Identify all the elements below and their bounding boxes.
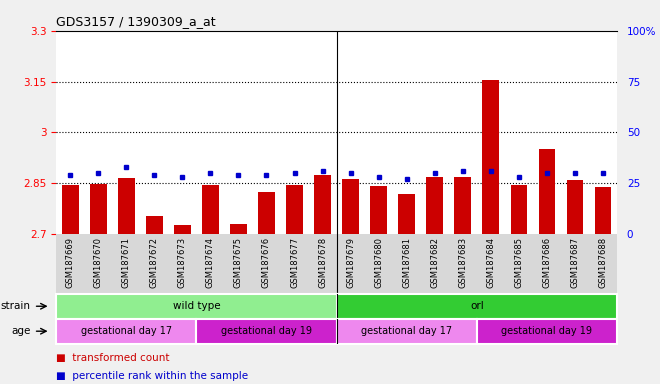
Bar <box>62 185 79 234</box>
Bar <box>370 186 387 234</box>
Bar <box>398 194 415 234</box>
Text: GSM187670: GSM187670 <box>94 237 103 288</box>
Bar <box>477 319 617 344</box>
Bar <box>174 225 191 234</box>
Text: strain: strain <box>1 301 31 311</box>
Text: GSM187678: GSM187678 <box>318 237 327 288</box>
Bar <box>510 185 527 234</box>
Text: GSM187676: GSM187676 <box>262 237 271 288</box>
Text: GSM187677: GSM187677 <box>290 237 299 288</box>
Text: GSM187681: GSM187681 <box>402 237 411 288</box>
Text: GSM187683: GSM187683 <box>458 237 467 288</box>
Bar <box>117 178 135 234</box>
Bar <box>90 184 106 234</box>
Text: gestational day 19: gestational day 19 <box>502 326 593 336</box>
Text: age: age <box>11 326 31 336</box>
Bar <box>286 185 303 234</box>
Text: GSM187669: GSM187669 <box>65 237 75 288</box>
Bar <box>230 224 247 234</box>
Bar <box>342 179 359 234</box>
Text: gestational day 19: gestational day 19 <box>221 326 312 336</box>
Bar <box>454 177 471 234</box>
Bar <box>56 319 197 344</box>
Text: GSM187687: GSM187687 <box>570 237 579 288</box>
Bar <box>202 185 218 234</box>
Text: GSM187679: GSM187679 <box>346 237 355 288</box>
Bar <box>197 319 337 344</box>
Text: wild type: wild type <box>172 301 220 311</box>
Bar <box>337 319 477 344</box>
Bar <box>146 215 163 234</box>
Text: gestational day 17: gestational day 17 <box>361 326 452 336</box>
Text: ■  transformed count: ■ transformed count <box>56 353 170 363</box>
Text: GSM187672: GSM187672 <box>150 237 159 288</box>
Text: GSM187675: GSM187675 <box>234 237 243 288</box>
Bar <box>258 192 275 234</box>
Text: GSM187682: GSM187682 <box>430 237 440 288</box>
Bar <box>595 187 611 234</box>
Bar <box>482 80 499 234</box>
Text: GSM187688: GSM187688 <box>599 237 608 288</box>
Text: GSM187686: GSM187686 <box>543 237 552 288</box>
Text: GSM187671: GSM187671 <box>121 237 131 288</box>
Text: GSM187674: GSM187674 <box>206 237 215 288</box>
Bar <box>539 149 556 234</box>
Bar <box>56 294 337 319</box>
Text: ■  percentile rank within the sample: ■ percentile rank within the sample <box>56 371 248 381</box>
Bar <box>426 177 443 234</box>
Text: GSM187685: GSM187685 <box>514 237 523 288</box>
Text: GDS3157 / 1390309_a_at: GDS3157 / 1390309_a_at <box>56 15 216 28</box>
Text: GSM187684: GSM187684 <box>486 237 496 288</box>
Bar <box>314 175 331 234</box>
Text: gestational day 17: gestational day 17 <box>81 326 172 336</box>
Bar <box>566 180 583 234</box>
Text: GSM187680: GSM187680 <box>374 237 383 288</box>
Bar <box>337 294 617 319</box>
Text: GSM187673: GSM187673 <box>178 237 187 288</box>
Text: orl: orl <box>470 301 484 311</box>
